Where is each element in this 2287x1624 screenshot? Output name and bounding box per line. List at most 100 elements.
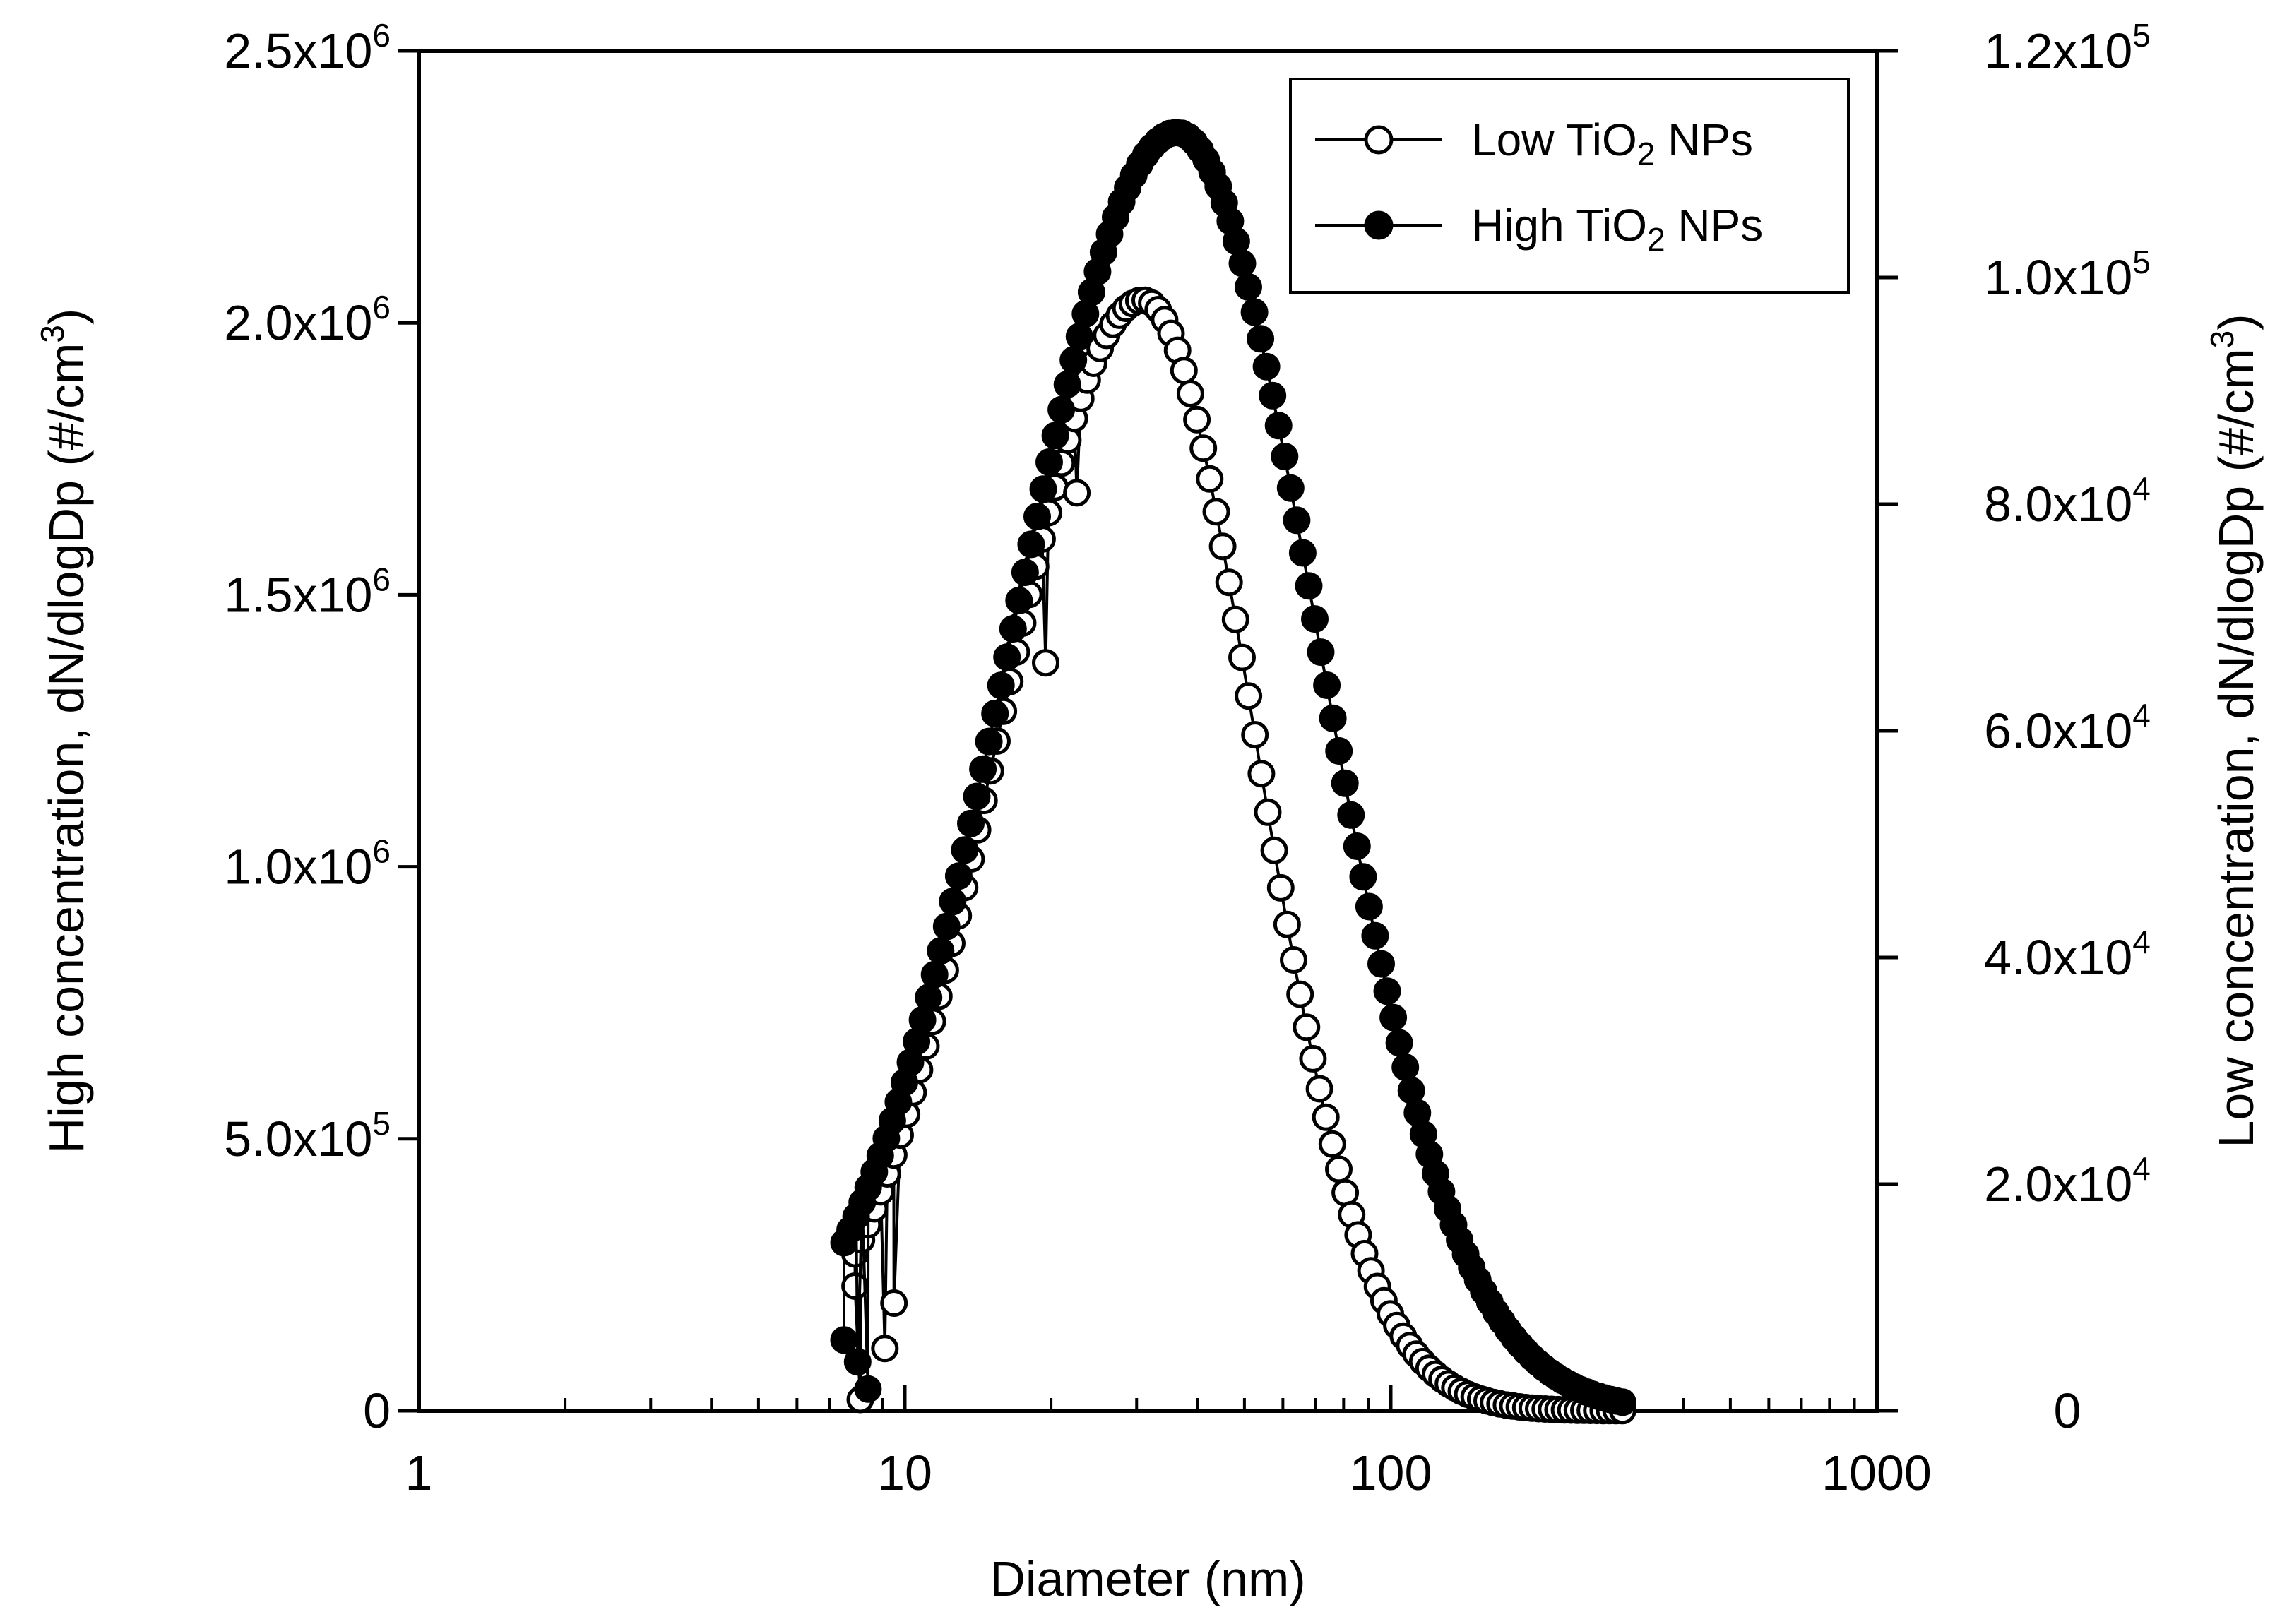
data-point — [1331, 769, 1359, 797]
legend-high-label: High TiO2 NPs — [1471, 200, 1763, 258]
series-high — [830, 119, 1636, 1416]
x-axis-ticks: 1 10 100 1000 — [405, 1385, 1932, 1500]
data-point — [1283, 506, 1311, 535]
legend-low-label: Low TiO2 NPs — [1471, 114, 1753, 172]
left-tick-label-5: 2.5x106 — [224, 17, 391, 78]
series-layer — [830, 119, 1636, 1425]
left-tick-label-2: 1.0x106 — [224, 833, 391, 895]
data-point — [1266, 873, 1295, 902]
data-point — [1608, 1388, 1636, 1416]
data-point — [1235, 682, 1263, 710]
left-axis-title-sup: 3 — [34, 325, 71, 343]
data-point — [1305, 1075, 1333, 1103]
data-point — [957, 809, 985, 837]
data-point — [871, 1335, 899, 1363]
data-point — [1379, 1003, 1408, 1032]
data-point — [1032, 649, 1059, 677]
left-axis-ticks: 0 5.0x105 1.0x106 1.5x106 2.0x106 2.5x106 — [224, 17, 419, 1438]
x-tick-label-0: 1 — [405, 1445, 433, 1500]
data-point — [1047, 395, 1076, 424]
data-point — [932, 912, 961, 941]
right-tick-label-0: 0 — [2054, 1383, 2081, 1438]
data-point — [1029, 475, 1057, 503]
left-tick-label-4: 2.0x106 — [224, 289, 391, 350]
x-tick-label-3: 1000 — [1822, 1445, 1932, 1500]
data-point — [1367, 950, 1395, 978]
data-point — [843, 1348, 872, 1376]
data-point — [1325, 737, 1353, 765]
data-point — [1254, 798, 1282, 826]
data-point — [1222, 227, 1250, 256]
data-point — [1252, 352, 1281, 381]
data-point — [1373, 977, 1401, 1005]
data-point — [944, 862, 973, 890]
data-point — [1361, 921, 1389, 950]
right-axis-title-sup: 3 — [2204, 330, 2240, 349]
data-point — [1260, 836, 1288, 864]
data-point — [1202, 498, 1230, 526]
data-point — [1035, 448, 1063, 476]
left-tick-label-0: 0 — [363, 1383, 391, 1438]
data-point — [1280, 946, 1307, 974]
data-point — [854, 1375, 882, 1403]
right-tick-label-4: 8.0x104 — [1984, 470, 2151, 532]
right-tick-label-1: 2.0x104 — [1984, 1150, 2151, 1212]
data-point — [975, 727, 1003, 756]
right-tick-label-5: 1.0x105 — [1984, 244, 2151, 305]
data-point — [1385, 1029, 1413, 1057]
series-line — [843, 131, 1623, 1404]
data-point — [1286, 980, 1314, 1008]
data-point — [999, 615, 1027, 643]
data-point — [1183, 405, 1211, 434]
data-point — [1337, 801, 1365, 829]
data-point — [1228, 643, 1256, 671]
data-point — [987, 671, 1015, 700]
legend: Low TiO2 NPs High TiO2 NPs — [1289, 78, 1850, 294]
data-point — [1208, 532, 1237, 561]
data-point — [1215, 568, 1243, 597]
data-point — [1312, 1103, 1340, 1131]
data-point — [1391, 1053, 1420, 1081]
left-axis-title: High concentration, dN/dlogDp (#/cm3) — [34, 309, 94, 1154]
data-point — [1355, 892, 1383, 921]
data-point — [1295, 572, 1323, 600]
x-axis-title: Diameter (nm) — [990, 1551, 1305, 1606]
data-point — [1235, 273, 1262, 301]
data-point — [1176, 380, 1204, 407]
data-point — [1307, 638, 1335, 667]
data-point — [1301, 605, 1329, 633]
data-point — [981, 700, 1009, 727]
data-point — [915, 984, 943, 1012]
data-point — [1264, 412, 1293, 440]
data-point — [1041, 422, 1069, 450]
data-point — [880, 1289, 908, 1317]
data-point — [1240, 298, 1269, 326]
legend-box — [1289, 78, 1850, 294]
right-tick-label-6: 1.2x105 — [1984, 17, 2151, 78]
data-point — [1299, 1044, 1327, 1073]
x-tick-label-2: 100 — [1350, 1445, 1432, 1500]
data-point — [1017, 530, 1045, 559]
right-axis-ticks: 0 2.0x104 4.0x104 6.0x104 8.0x104 1.0x105 1.2x… — [1877, 17, 2151, 1438]
data-point — [1063, 479, 1091, 507]
data-point — [1221, 605, 1249, 633]
data-point — [1318, 1130, 1346, 1158]
data-point — [1247, 760, 1276, 788]
data-point — [939, 888, 967, 916]
data-point — [1271, 443, 1299, 470]
data-point — [920, 960, 949, 989]
data-point — [951, 836, 979, 864]
data-point — [1170, 357, 1198, 385]
data-point — [963, 782, 991, 811]
data-point — [1288, 539, 1317, 567]
data-point — [1011, 559, 1039, 587]
right-tick-label-3: 6.0x104 — [1984, 697, 2151, 758]
legend-low-marker — [1364, 125, 1394, 155]
data-point — [1325, 1155, 1353, 1183]
data-point — [1228, 249, 1257, 277]
left-tick-label-3: 1.5x106 — [224, 561, 391, 622]
data-point — [1023, 503, 1051, 530]
data-point — [1259, 381, 1287, 410]
data-point — [1349, 863, 1377, 891]
